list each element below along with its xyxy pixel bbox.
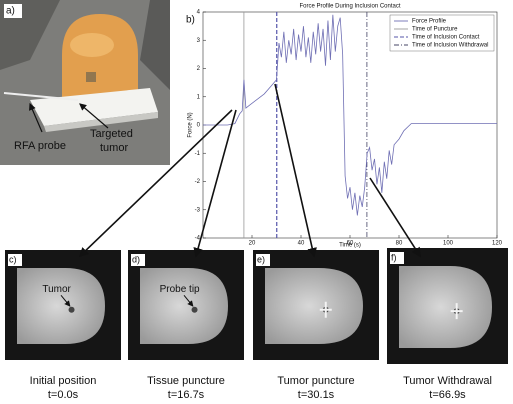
mri-phantom <box>265 268 363 344</box>
mri-phantom <box>399 266 492 348</box>
caption: Tumor Withdrawal <box>403 375 492 387</box>
y-tick-label: 0 <box>197 123 201 129</box>
y-axis-label: Force (N) <box>188 112 194 137</box>
legend-label: Force Profile <box>412 19 447 25</box>
x-tick-label: 120 <box>492 241 503 247</box>
tumor-spot <box>192 307 198 313</box>
x-tick-label: 60 <box>347 241 354 247</box>
tumor-spot <box>69 307 75 313</box>
caption-time: t=30.1s <box>298 389 335 401</box>
caption: Tissue puncture <box>147 375 225 387</box>
caption: Tumor puncture <box>277 375 354 387</box>
panel-label: c) <box>9 254 17 264</box>
panel-label: a) <box>6 6 15 17</box>
x-tick-label: 80 <box>396 241 403 247</box>
y-tick-label: 2 <box>197 66 201 72</box>
legend-label: Time of Puncture <box>412 27 458 33</box>
y-tick-label: -1 <box>195 151 201 157</box>
y-tick-label: 1 <box>197 94 201 100</box>
panel-label: d) <box>132 254 140 264</box>
caption: Initial position <box>30 375 97 387</box>
legend-label: Time of Inclusion Withdrawal <box>412 43 488 49</box>
force-chart: Force Profile During Inclusion Contact b)… <box>186 4 503 249</box>
y-tick-label: -3 <box>195 207 201 213</box>
tumor-label: tumor <box>100 142 128 154</box>
panel-label: b) <box>186 15 195 26</box>
figure: a) RFA probe Targeted tumor Force Profil… <box>0 0 513 404</box>
mri-phantom <box>140 268 228 344</box>
mri-panels: c) Tumor Initial position t=0.0s d) Probe tip… <box>5 248 508 401</box>
panel-label: f) <box>391 252 397 262</box>
x-tick-label: 40 <box>298 241 305 247</box>
tumor-label: Targeted <box>90 128 133 140</box>
y-tick-label: -2 <box>195 179 201 185</box>
photo-panel: a) RFA probe Targeted tumor <box>0 0 170 165</box>
mri-phantom <box>17 268 105 344</box>
mri-annotation: Probe tip <box>160 284 200 295</box>
caption-time: t=66.9s <box>429 389 466 401</box>
x-tick-label: 20 <box>249 241 256 247</box>
legend-label: Time of Inclusion Contact <box>412 35 480 41</box>
y-tick-label: 4 <box>197 10 201 16</box>
panel-label: e) <box>257 254 265 264</box>
y-tick-label: 3 <box>197 38 201 44</box>
mri-annotation: Tumor <box>42 284 71 295</box>
chart-title: Force Profile During Inclusion Contact <box>299 4 400 10</box>
caption-time: t=16.7s <box>168 389 205 401</box>
x-tick-label: 100 <box>443 241 454 247</box>
caption-time: t=0.0s <box>48 389 79 401</box>
probe-label: RFA probe <box>14 140 66 152</box>
